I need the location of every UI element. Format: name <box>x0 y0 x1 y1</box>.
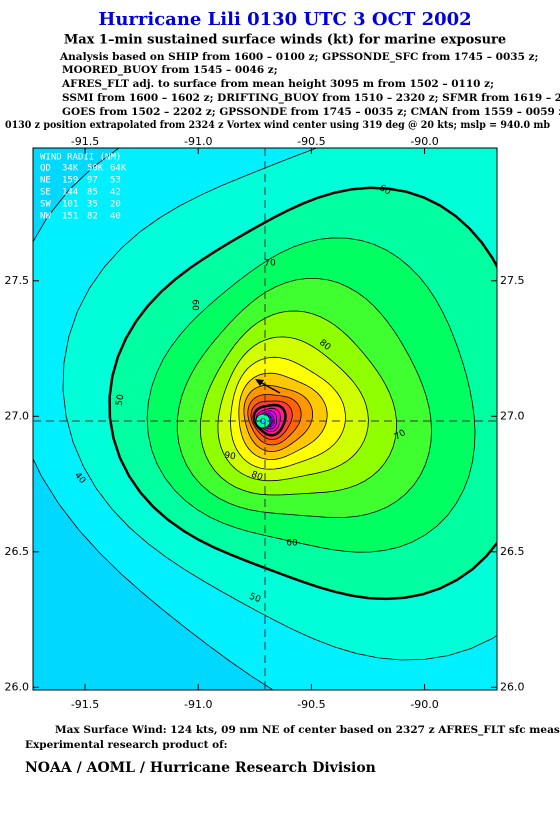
wind-radii-cell: SW <box>40 200 51 210</box>
organization: NOAA / AOML / Hurricane Research Divisio… <box>25 760 376 776</box>
wind-radii-cell: 85 <box>87 188 98 198</box>
wind-radii-cell: 42 <box>110 188 121 198</box>
x-tick-label: -90.0 <box>410 698 438 711</box>
wind-radii-cell: 82 <box>87 212 98 222</box>
max-wind: Max Surface Wind: 124 kts, 09 nm NE of c… <box>55 724 560 737</box>
center-note: 0130 z position extrapolated from 2324 z… <box>5 119 550 131</box>
wind-radii-cell: 20 <box>110 200 121 210</box>
wind-radii-header: QD <box>40 164 51 174</box>
wind-radii-title: WIND RADII (NM) <box>40 153 121 163</box>
contour-label: 50 <box>248 592 262 605</box>
analysis-line: MOORED_BUOY from 1545 – 0046 z; <box>62 64 278 77</box>
x-tick-label: -90.5 <box>297 698 325 711</box>
wind-radii-cell: SE <box>40 188 51 198</box>
y-tick-label: 26.0 <box>5 680 30 693</box>
contour-label: 60 <box>190 299 200 311</box>
y-tick-label: 27.0 <box>500 409 525 422</box>
contour-field <box>33 148 497 690</box>
wind-radii-header: 64K <box>110 164 127 174</box>
analysis-line: Analysis based on SHIP from 1600 – 0100 … <box>59 51 538 64</box>
y-tick-label: 26.5 <box>5 545 30 558</box>
wind-radii-cell: 53 <box>110 176 121 186</box>
wind-radii-cell: 35 <box>87 200 98 210</box>
contour-label: 80 <box>250 470 264 483</box>
footer-note: Experimental research product of: <box>25 739 228 751</box>
x-tick-label: -90.0 <box>410 135 438 148</box>
x-tick-label: -91.0 <box>184 698 212 711</box>
wind-radii-cell: 97 <box>87 176 98 186</box>
x-tick-label: -90.5 <box>297 135 325 148</box>
contour-label: 90 <box>223 451 236 463</box>
wind-radii-cell: 144 <box>62 188 78 198</box>
y-tick-label: 27.0 <box>5 409 30 422</box>
y-tick-label: 26.5 <box>500 545 525 558</box>
x-tick-label: -91.0 <box>184 135 212 148</box>
contour-label: 50 <box>115 393 127 406</box>
subtitle: Max 1–min sustained surface winds (kt) f… <box>64 33 506 48</box>
wind-radii-header: 50K <box>87 164 104 174</box>
y-tick-label: 27.5 <box>500 274 525 287</box>
wind-radii-cell: 40 <box>110 212 121 222</box>
wind-radii-cell: 101 <box>62 200 78 210</box>
x-tick-label: -91.5 <box>71 698 99 711</box>
y-tick-label: 27.5 <box>5 274 30 287</box>
wind-radii-cell: NE <box>40 176 51 186</box>
analysis-line: AFRES_FLT adj. to surface from mean heig… <box>61 78 494 91</box>
wind-radii-header: 34K <box>62 164 79 174</box>
y-tick-label: 26.0 <box>500 680 525 693</box>
x-tick-label: -91.5 <box>71 135 99 148</box>
analysis-line: SSMI from 1600 – 1602 z; DRIFTING_BUOY f… <box>62 92 560 105</box>
motion-arrowhead <box>255 379 264 386</box>
contour-label: 60 <box>286 539 298 549</box>
title: Hurricane Lili 0130 UTC 3 OCT 2002 <box>98 9 471 30</box>
wind-radii-cell: 151 <box>62 212 78 222</box>
analysis-line: GOES from 1502 – 2202 z; GPSSONDE from 1… <box>62 106 560 118</box>
contour-label: 70 <box>264 259 276 269</box>
wind-radii-cell: NW <box>40 212 51 222</box>
wind-radii-cell: 159 <box>62 176 78 186</box>
wind-radii-table: WIND RADII (NM)QD 34K 50K 64K NE 159 97 53 SE 144… <box>40 153 127 222</box>
